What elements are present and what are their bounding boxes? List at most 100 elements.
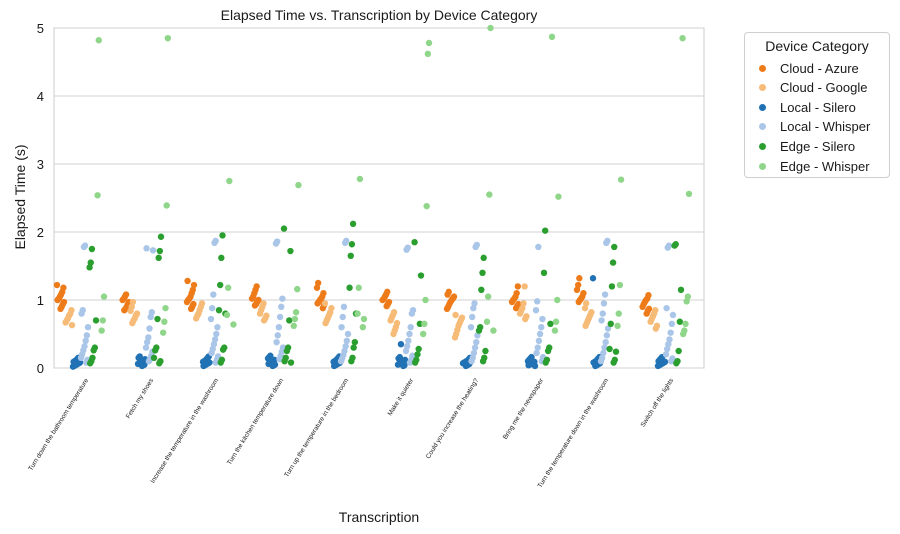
data-point [90,347,97,354]
data-point [601,291,609,298]
data-point [218,254,225,262]
data-point [609,259,617,266]
data-point [407,324,414,331]
data-point [535,337,543,344]
y-tick-label: 2 [37,225,44,240]
data-point [341,239,349,247]
data-point [272,240,280,247]
data-point [321,300,329,307]
data-point [617,176,625,183]
data-point [278,303,285,310]
data-point [208,349,215,357]
data-point [664,244,671,251]
data-point [411,239,418,246]
data-point [514,283,522,290]
data-point [468,358,475,365]
data-point [667,329,674,336]
data-point [322,319,329,327]
data-point [162,304,169,312]
data-point [598,317,605,324]
legend-marker [759,84,766,92]
data-point [54,296,61,304]
data-point [80,243,88,251]
data-point [685,190,693,198]
data-point [400,362,407,370]
data-point [57,305,64,313]
data-point [669,311,677,319]
data-point [508,298,516,306]
data-point [69,363,77,370]
data-point [682,320,689,327]
data-point [269,362,276,370]
x-tick-labels: Turn down the bathroom temperature Fetch … [27,377,675,490]
data-point [606,345,613,353]
data-point [343,337,351,344]
data-point [541,227,549,234]
data-point [405,337,412,344]
data-point [612,348,620,355]
data-point [478,286,485,293]
data-point [53,281,61,289]
data-point [403,246,410,253]
data-point [86,264,93,271]
data-point [414,351,421,358]
data-point [516,310,524,317]
data-point [147,313,154,321]
data-point [531,362,539,370]
data-point [540,269,548,276]
data-point [129,319,136,327]
data-point [292,309,300,316]
data-point [573,286,581,293]
data-point [347,252,354,259]
data-point [121,307,128,314]
data-point [359,324,367,331]
data-point [423,202,430,210]
data-point [77,354,85,361]
data-point [662,351,670,358]
data-point [394,361,402,368]
plot-area [53,27,705,369]
data-point [668,320,676,327]
data-point [337,358,345,365]
legend-marker [759,142,766,150]
legend-label: Edge - Silero [780,138,856,154]
data-point [154,315,161,323]
data-point [155,254,162,262]
data-point [679,35,686,42]
data-point [157,233,165,240]
data-point [145,358,153,365]
data-point [142,344,150,351]
legend: Device Category Cloud - Azure Cloud - Goo… [744,32,890,178]
data-point [473,338,480,346]
data-point [535,243,542,251]
x-tick-label: Increase the temperature in the washroom [150,377,221,484]
data-point [411,359,419,366]
data-point [534,344,541,351]
data-point [610,359,617,366]
data-point [281,358,288,365]
data-point [539,315,546,323]
data-point [663,304,670,312]
data-point [603,332,611,339]
data-point [639,303,646,310]
data-point [525,362,532,369]
data-point [295,181,302,189]
data-point [287,247,294,255]
data-point [330,362,338,370]
data-point [346,284,353,291]
x-tick-label: Turn the temperature down in the washroo… [537,377,611,489]
data-point [164,35,172,42]
data-point [576,275,583,282]
data-point [415,345,422,353]
data-point [675,347,682,355]
data-point [422,296,429,304]
data-point [283,347,291,355]
y-tick-label: 5 [37,21,44,36]
data-point [542,359,549,366]
data-point [654,362,662,370]
data-point [192,315,200,322]
data-point [216,281,224,289]
data-point [183,298,191,306]
data-point [98,327,105,334]
data-point [468,313,476,321]
